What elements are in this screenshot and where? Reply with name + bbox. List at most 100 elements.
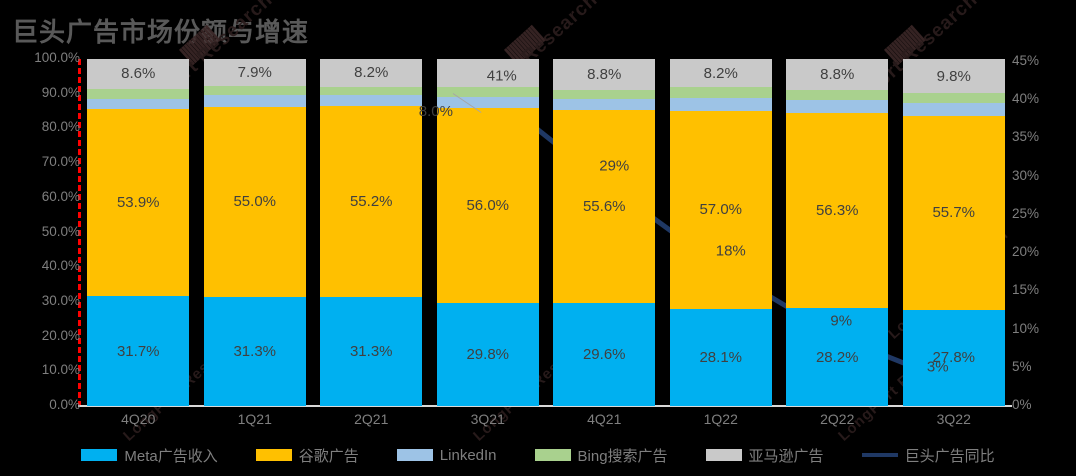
legend-item[interactable]: Meta广告收入	[81, 445, 218, 466]
legend: Meta广告收入 谷歌广告 LinkedIn Bing搜索广告 亚马逊广告 巨头广告同比	[0, 440, 1076, 470]
bar-segment-google[interactable]: 55.2%	[320, 105, 423, 298]
bar-segment-bing[interactable]	[203, 86, 306, 96]
legend-item[interactable]: 巨头广告同比	[861, 445, 995, 466]
legend-item[interactable]: 亚马逊广告	[705, 445, 824, 466]
category-label-4Q21: 4Q21	[587, 411, 622, 427]
right-axis-tick: 15%	[1012, 282, 1040, 298]
left-axis-tick: 80.0%	[41, 119, 80, 135]
bar-segment-bing[interactable]	[669, 87, 772, 99]
category-label-3Q21: 3Q21	[470, 411, 505, 427]
bar-segment-amazon[interactable]: 8.8%	[786, 59, 889, 90]
bar-segment-bing[interactable]	[87, 88, 190, 99]
bar-segment-label: 55.7%	[932, 204, 976, 222]
bar-segment-linkedin[interactable]	[786, 100, 889, 113]
bar-segment-label: 56.3%	[815, 201, 859, 219]
bar-segment-label: 56.0%	[466, 196, 510, 214]
legend-label: LinkedIn	[439, 446, 497, 464]
legend-swatch-icon	[534, 449, 571, 461]
bar-segment-google[interactable]: 56.3%	[786, 112, 889, 309]
bar-segment-linkedin[interactable]	[553, 99, 656, 111]
page-title: 巨头广告市场份额与增速	[12, 17, 310, 47]
line-point-label: 29%	[599, 157, 630, 175]
bar-group[interactable]: 31.7% 53.9% 8.6%	[87, 59, 190, 406]
bar-segment-linkedin[interactable]	[902, 103, 1005, 117]
bar-segment-bing[interactable]	[320, 87, 423, 95]
bar-segment-label: 57.0%	[699, 201, 743, 219]
bar-segment-label: 8.0%	[418, 103, 453, 121]
left-axis-tick: 60.0%	[41, 188, 80, 204]
bar-segment-label: 31.3%	[349, 343, 393, 361]
bar-segment-amazon[interactable]: 8.2%	[320, 58, 423, 88]
category-label-1Q21: 1Q21	[237, 411, 272, 427]
bar-segment-amazon[interactable]: 8.2%	[669, 59, 772, 88]
bar-segment-amazon[interactable]: 7.9%	[203, 59, 306, 87]
right-axis-tick: 5%	[1012, 358, 1032, 374]
bar-segment-google[interactable]: 55.7%	[902, 116, 1005, 310]
left-axis-tick: 100.0%	[34, 50, 80, 65]
bar-segment-amazon[interactable]: 8.6%	[87, 59, 190, 89]
right-axis-tick: 20%	[1012, 244, 1040, 260]
bar-segment-label: 31.3%	[233, 343, 277, 361]
bar-segment-amazon[interactable]: 8.8%	[553, 59, 656, 90]
bar-group[interactable]: 29.8% 56.0% 8.0%	[419, 59, 539, 406]
left-axis-line	[78, 59, 81, 407]
plot-area: 31.7% 53.9% 8.6% 4Q20 31.3% 55.0% 7.9% 1Q21 31.3…	[80, 58, 1012, 427]
bar-segment-bing[interactable]	[553, 89, 656, 100]
bar-group[interactable]: 27.8% 55.7% 9.8%	[902, 59, 1005, 406]
category-label-2Q21: 2Q21	[354, 411, 389, 427]
left-axis-tick: 0.0%	[49, 397, 80, 412]
bar-segment-label: 8.2%	[703, 64, 738, 82]
bar-segment-meta[interactable]: 31.3%	[203, 297, 306, 406]
bar-segment-google[interactable]: 57.0%	[669, 110, 772, 309]
left-axis-tick: 40.0%	[41, 258, 80, 274]
bar-segment-linkedin[interactable]	[669, 98, 772, 111]
legend-label: Meta广告收入	[124, 447, 218, 465]
bar-segment-bing[interactable]	[436, 86, 539, 97]
legend-item[interactable]: 谷歌广告	[255, 445, 359, 466]
right-axis-tick: 10%	[1012, 320, 1040, 336]
legend-item[interactable]: LinkedIn	[396, 446, 497, 464]
bar-segment-label: 8.8%	[820, 65, 855, 83]
bar-segment-google[interactable]: 55.6%	[553, 110, 656, 304]
line-point-label: 3%	[926, 358, 949, 376]
bar-segment-amazon[interactable]: 8.0%	[419, 59, 539, 120]
bar-segment-google[interactable]: 56.0%	[436, 108, 539, 303]
bar-group[interactable]: 28.2% 56.3% 8.8%	[786, 59, 889, 406]
bar-segment-label: 8.2%	[354, 64, 389, 82]
bar-segment-linkedin[interactable]	[203, 95, 306, 107]
bar-segment-label: 55.0%	[233, 193, 277, 211]
bar-segment-linkedin[interactable]	[87, 98, 190, 109]
bar-segment-meta[interactable]: 27.8%	[902, 309, 1005, 406]
bar-segment-label: 55.2%	[349, 193, 393, 211]
right-axis-tick: 30%	[1012, 167, 1040, 183]
bar-segment-linkedin[interactable]	[436, 96, 539, 109]
bar-segment-bing[interactable]	[902, 93, 1005, 104]
bar-segment-google[interactable]: 53.9%	[87, 108, 190, 297]
bar-segment-meta[interactable]: 29.6%	[553, 303, 656, 406]
bar-segment-label: 53.9%	[116, 194, 160, 211]
bar-segment-linkedin[interactable]	[320, 94, 423, 106]
bar-segment-bing[interactable]	[786, 89, 889, 101]
bar-group[interactable]: 28.1% 57.0% 8.2%	[669, 59, 772, 406]
bar-segment-amazon[interactable]: 9.8%	[902, 59, 1005, 94]
bar-group[interactable]: 31.3% 55.2% 8.2%	[320, 58, 423, 406]
bar-segment-google[interactable]: 55.0%	[203, 106, 306, 298]
bar-segment-meta[interactable]: 31.7%	[87, 296, 190, 406]
bar-segment-meta[interactable]: 28.1%	[669, 308, 772, 406]
legend-item[interactable]: Bing搜索广告	[534, 445, 668, 466]
line-point-label: 9%	[830, 312, 853, 330]
bar-segment-label: 28.1%	[699, 348, 743, 366]
bar-group[interactable]: 29.6% 55.6% 8.8%	[553, 59, 656, 406]
legend-label: 巨头广告同比	[904, 447, 995, 465]
bar-group[interactable]: 31.3% 55.0% 7.9%	[203, 59, 306, 406]
bar-segment-meta[interactable]: 28.2%	[786, 308, 889, 406]
legend-label: 谷歌广告	[298, 447, 359, 465]
bar-segment-meta[interactable]: 29.8%	[436, 302, 539, 406]
bar-segment-label: 31.7%	[116, 342, 160, 360]
bar-segment-meta[interactable]: 31.3%	[320, 297, 423, 406]
legend-swatch-icon	[861, 453, 898, 457]
line-point-label: 18%	[715, 242, 746, 260]
line-point-label: 41%	[486, 67, 517, 85]
bar-segment-label: 28.2%	[815, 348, 859, 366]
